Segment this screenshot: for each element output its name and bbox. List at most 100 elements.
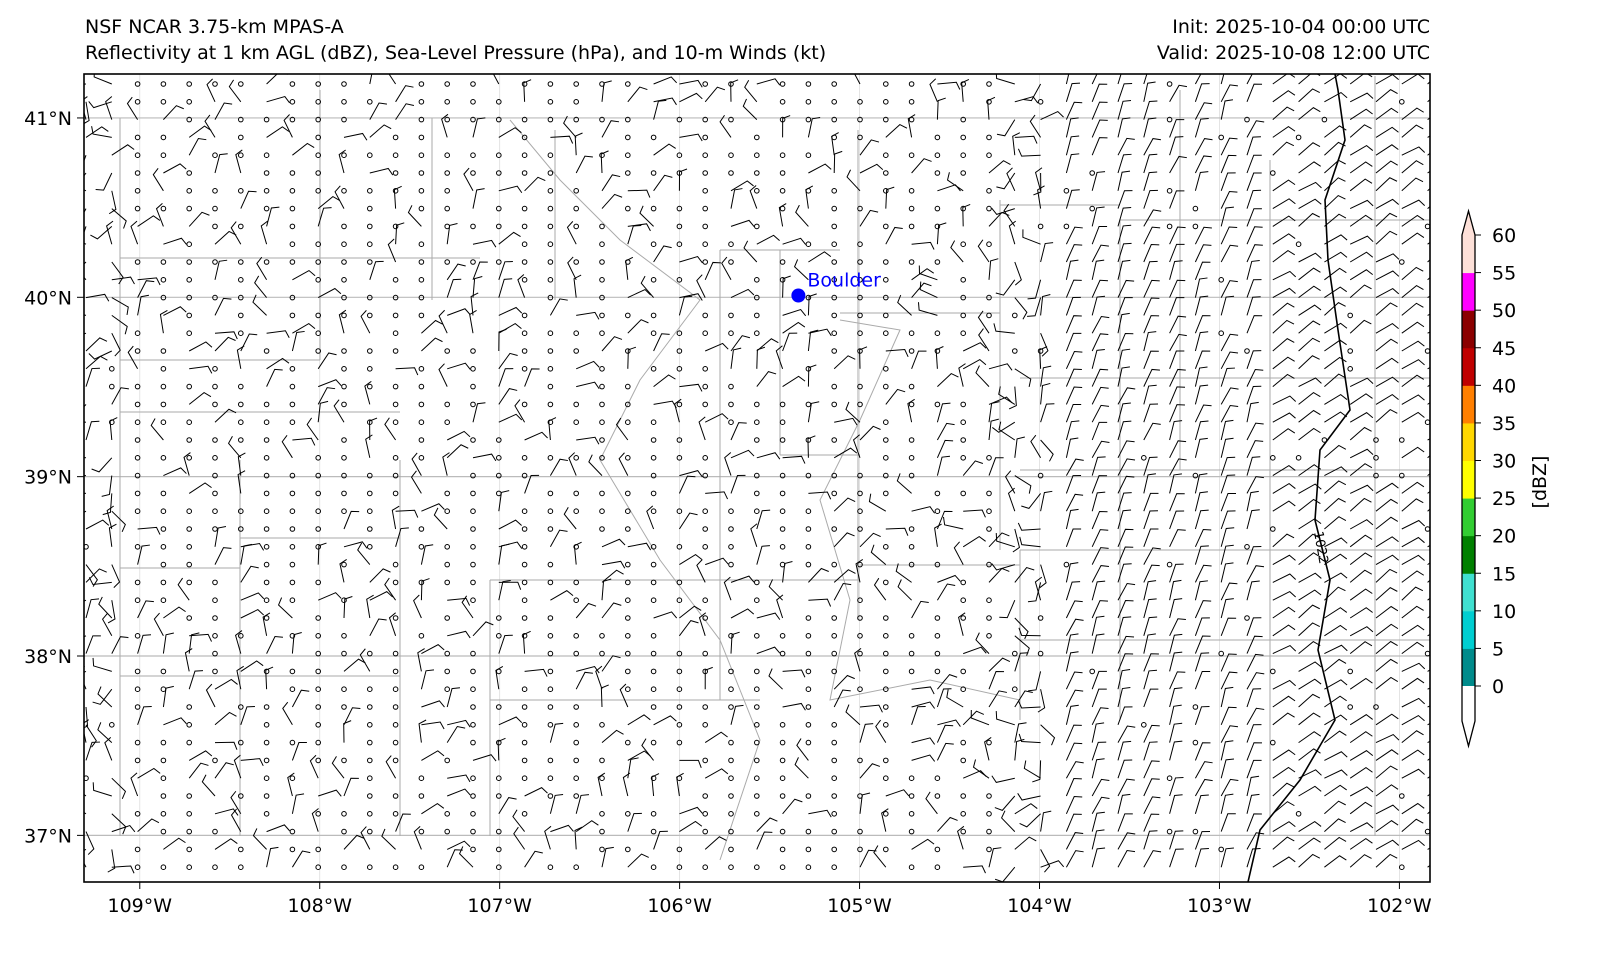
calm-wind-marker — [470, 223, 476, 230]
wind-barb — [1117, 849, 1136, 868]
wind-barb — [1091, 829, 1105, 850]
wind-barb — [808, 163, 832, 174]
calm-wind-marker — [857, 116, 863, 123]
calm-wind-marker — [805, 561, 812, 568]
wind-barb — [1246, 565, 1265, 583]
wind-barb — [1375, 554, 1399, 566]
wind-barb — [1143, 331, 1157, 352]
wind-barb — [1298, 552, 1321, 565]
calm-wind-marker — [908, 205, 915, 212]
calm-wind-marker — [831, 864, 838, 871]
wind-barb — [1065, 600, 1083, 619]
wind-barb — [1220, 671, 1238, 690]
calm-wind-marker — [1012, 686, 1018, 693]
wind-barb — [1091, 333, 1109, 352]
calm-wind-marker — [676, 650, 683, 657]
wind-barb — [896, 473, 912, 494]
calm-wind-marker — [238, 116, 244, 123]
wind-barb — [705, 491, 729, 500]
calm-wind-marker — [702, 864, 709, 871]
wind-barb — [1427, 438, 1430, 441]
river-divide — [819, 319, 1021, 701]
wind-barb — [782, 321, 806, 334]
wind-barb — [472, 453, 497, 462]
wind-barb — [1401, 839, 1425, 850]
wind-barb — [943, 516, 964, 530]
calm-wind-marker — [418, 170, 425, 176]
wind-barb — [201, 774, 216, 797]
calm-wind-marker — [728, 811, 734, 817]
wind-barb — [936, 422, 955, 441]
calm-wind-marker — [315, 846, 322, 853]
calm-wind-marker — [160, 864, 167, 871]
calm-wind-marker — [470, 259, 476, 265]
calm-wind-marker — [831, 668, 838, 675]
wind-barb — [1298, 572, 1322, 583]
wind-barb — [1298, 837, 1321, 850]
calm-wind-marker — [418, 81, 425, 87]
river-divide — [509, 119, 761, 861]
wind-barb — [498, 490, 510, 512]
calm-wind-marker — [315, 330, 322, 337]
wind-barb — [472, 754, 497, 762]
wind-barb — [977, 239, 990, 263]
calm-wind-marker — [289, 633, 296, 639]
wind-barb — [911, 600, 929, 619]
wind-barb — [1065, 795, 1083, 815]
wind-barb — [1023, 760, 1041, 779]
calm-wind-marker — [160, 561, 167, 568]
calm-wind-marker — [444, 686, 451, 693]
wind-barb — [756, 831, 773, 850]
wind-barb — [1246, 793, 1260, 814]
wind-barb — [704, 261, 721, 281]
wind-barb — [1272, 215, 1296, 227]
wind-barb — [749, 185, 758, 209]
calm-wind-marker — [263, 544, 270, 550]
wind-barb — [446, 687, 461, 708]
colorbar-segment — [1462, 385, 1475, 424]
calm-wind-marker — [444, 223, 451, 230]
wind-barb — [996, 172, 1016, 190]
wind-barb — [1246, 154, 1262, 174]
wind-barb — [189, 365, 213, 374]
calm-wind-marker — [186, 864, 192, 871]
calm-wind-marker — [547, 686, 554, 693]
calm-wind-marker — [1063, 188, 1070, 194]
wind-barb — [1143, 279, 1160, 298]
calm-wind-marker — [418, 864, 425, 871]
wind-barb — [704, 836, 727, 850]
calm-wind-marker — [134, 686, 141, 693]
calm-wind-marker — [289, 401, 296, 408]
wind-barb — [85, 367, 100, 387]
wind-barb — [1143, 796, 1161, 815]
wind-barb — [1272, 500, 1296, 512]
wind-barb — [1143, 81, 1156, 102]
wind-barb — [360, 826, 371, 850]
calm-wind-marker — [289, 490, 296, 497]
calm-wind-marker — [470, 152, 476, 158]
calm-wind-marker — [367, 508, 373, 515]
calm-wind-marker — [341, 686, 347, 693]
wind-barb — [102, 493, 113, 516]
calm-wind-marker — [470, 472, 476, 479]
calm-wind-marker — [212, 383, 218, 390]
wind-barb — [1194, 564, 1212, 583]
calm-wind-marker — [418, 526, 425, 532]
calm-wind-marker — [1089, 170, 1095, 176]
calm-wind-marker — [650, 419, 657, 426]
calm-wind-marker — [625, 152, 631, 158]
wind-barb — [1169, 136, 1184, 156]
wind-barb — [833, 582, 852, 601]
calm-wind-marker — [728, 828, 734, 835]
calm-wind-marker — [857, 597, 863, 604]
calm-wind-marker — [444, 544, 451, 550]
calm-wind-marker — [1037, 99, 1044, 105]
wind-barb — [1001, 810, 1016, 832]
calm-wind-marker — [599, 330, 605, 337]
wind-barb — [1143, 244, 1160, 263]
wind-barb — [1169, 848, 1184, 868]
calm-wind-marker — [1270, 170, 1276, 176]
wind-barb — [627, 757, 639, 779]
wind-barb — [1143, 138, 1161, 156]
calm-wind-marker — [263, 668, 270, 675]
